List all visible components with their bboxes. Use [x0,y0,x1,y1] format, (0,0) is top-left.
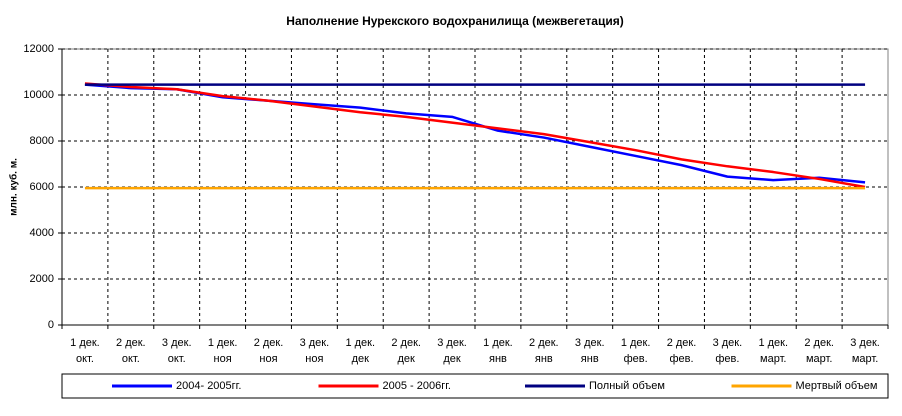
legend-box [61,373,889,399]
y-tick-label: 10000 [23,89,54,101]
y-tick-label: 6000 [30,181,54,193]
y-tick-label: 4000 [30,227,54,239]
x-tick-label: 1 дек. ноя [208,337,238,365]
y-tick-label: 8000 [30,135,54,147]
x-tick-label: 3 дек. фев. [713,337,743,365]
x-tick-label: 1 дек. окт. [70,337,100,365]
x-tick-label: 3 дек. дек [437,337,467,365]
x-tick-label: 1 дек. фев. [621,337,651,365]
legend-label: 2005 - 2006гг. [383,380,451,392]
x-tick-label: 3 дек. март. [850,337,880,365]
x-tick-label: 2 дек. ноя [254,337,284,365]
chart-title: Наполнение Нурекского водохранилища (меж… [286,14,623,28]
legend-label: Полный объем [589,380,665,392]
x-tick-label: 2 дек. фев. [667,337,697,365]
x-tick-label: 2 дек. янв [529,337,559,365]
x-tick-label: 3 дек. янв [575,337,605,365]
series-line [84,82,866,189]
x-tick-label: 2 дек. март. [804,337,834,365]
legend-label: 2004- 2005гг. [176,380,241,392]
x-tick-label: 1 дек. дек [345,337,375,365]
x-tick-label: 3 дек. окт. [162,337,192,365]
y-tick-label: 0 [48,319,54,331]
x-tick-label: 1 дек. март. [758,337,788,365]
legend-label: Мертвый объем [796,380,878,392]
x-tick-label: 1 дек. янв [483,337,513,365]
x-tick-label: 3 дек. ноя [300,337,330,365]
y-tick-label: 12000 [23,43,54,55]
y-axis-label: млн. куб. м. [8,158,20,216]
y-tick-label: 2000 [30,273,54,285]
x-tick-label: 2 дек. дек [391,337,421,365]
x-tick-label: 2 дек. окт. [116,337,146,365]
